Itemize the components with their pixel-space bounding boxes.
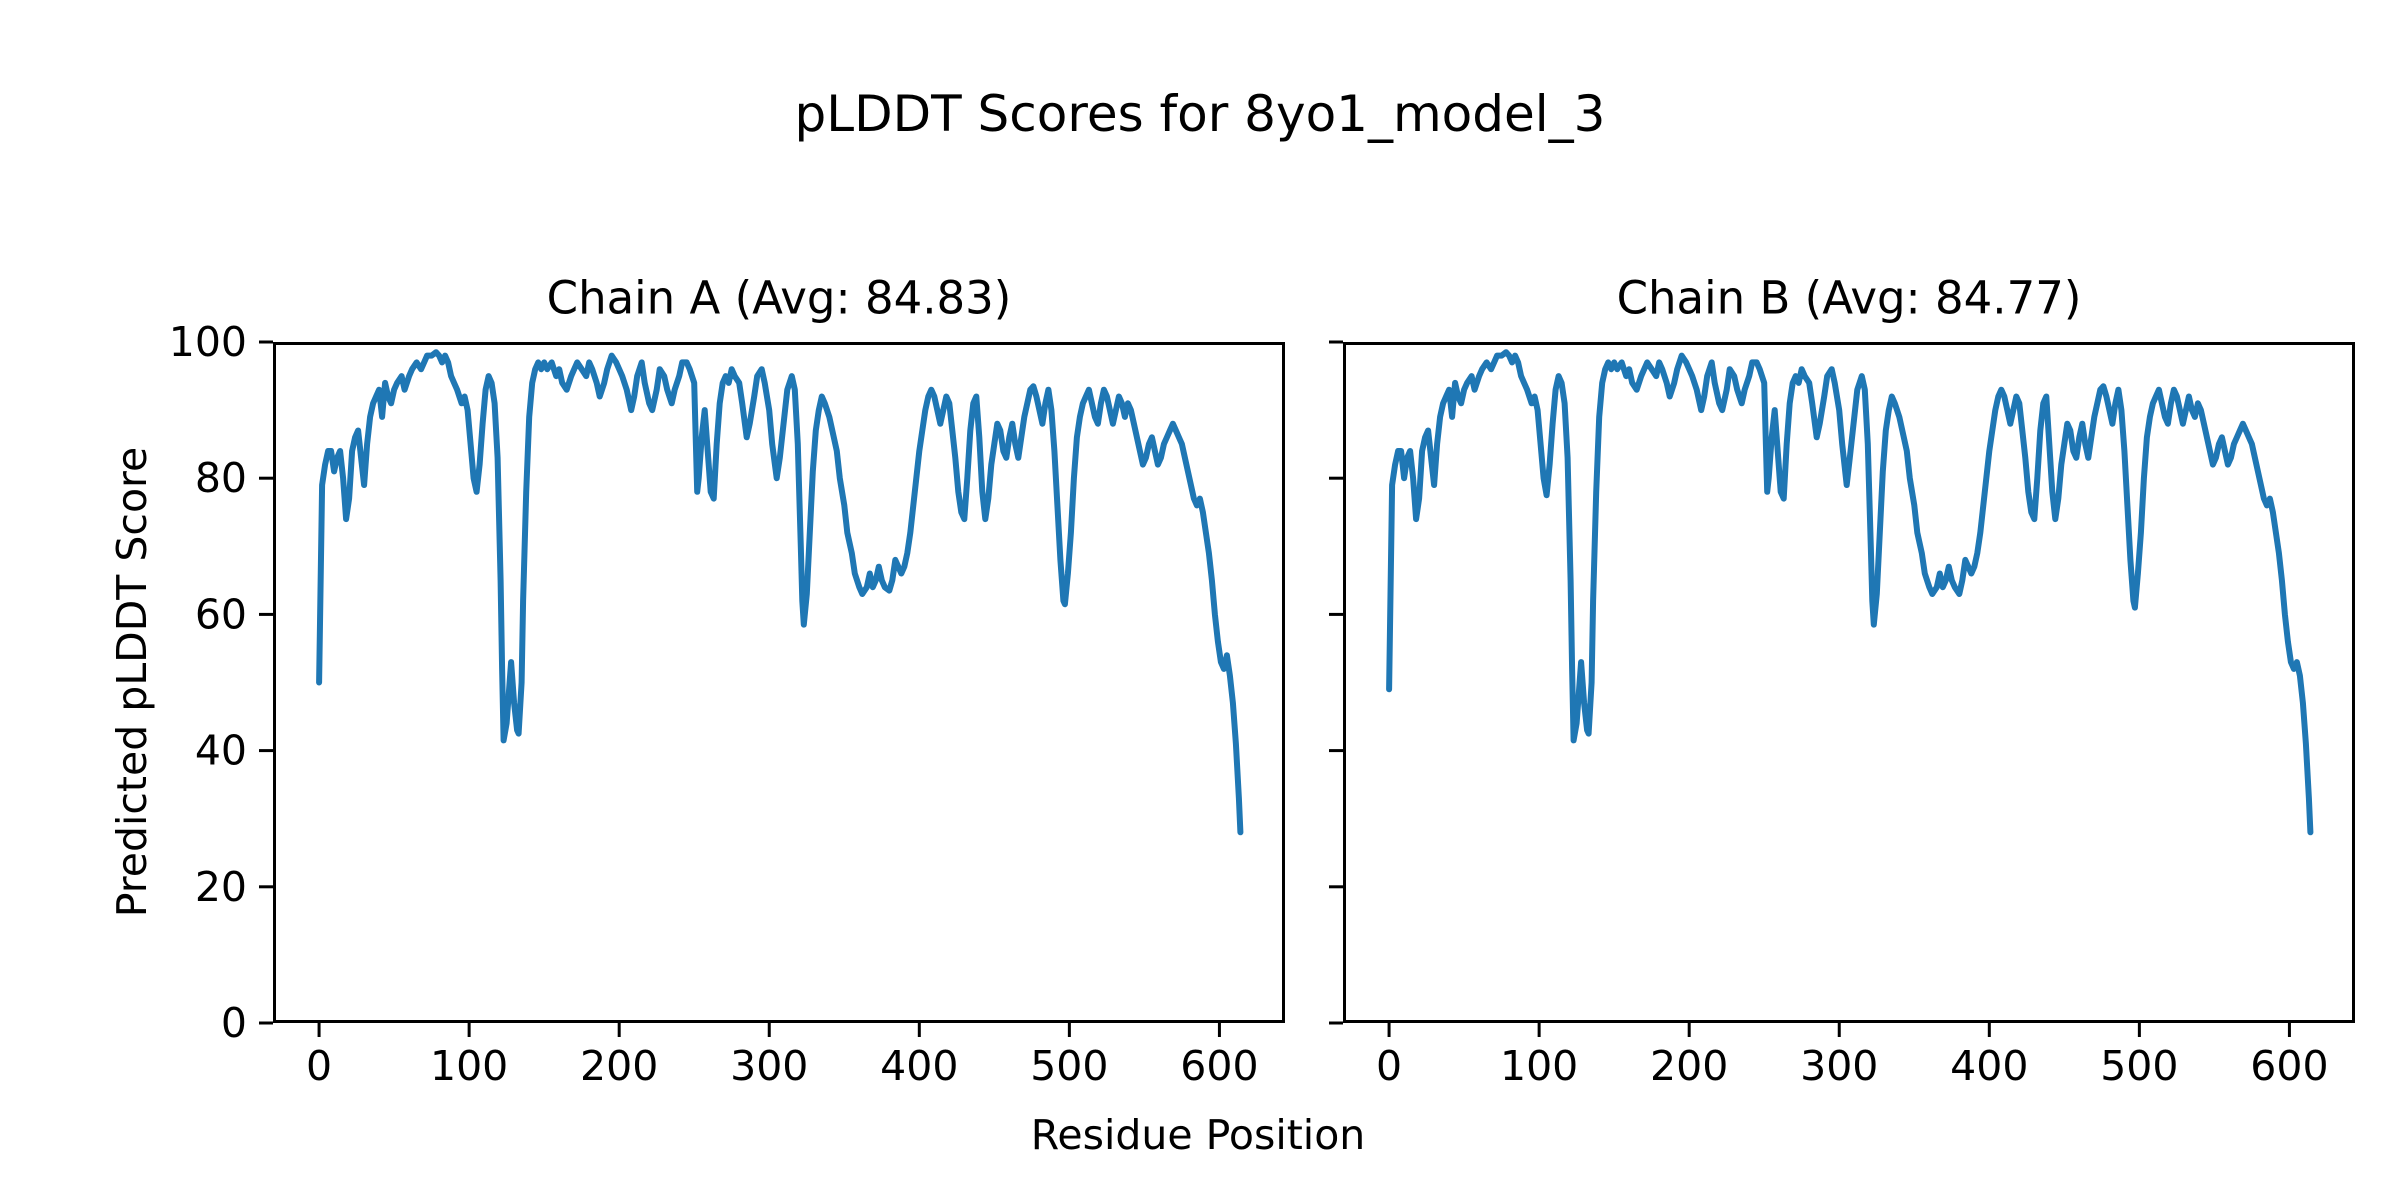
axes-spines (273, 342, 1285, 1023)
chain-a-title: Chain A (Avg: 84.83) (546, 271, 1012, 325)
y-tick-label: 0 (221, 999, 247, 1047)
y-tick-label: 40 (195, 727, 247, 775)
axes-spines (1343, 342, 2355, 1023)
y-tick-label: 20 (195, 863, 247, 911)
x-tick-label: 400 (1950, 1042, 2028, 1090)
x-tick-label: 100 (1500, 1042, 1578, 1090)
y-tick-label: 80 (195, 454, 247, 502)
x-tick-label: 300 (730, 1042, 808, 1090)
x-tick-label: 0 (306, 1042, 332, 1090)
x-tick-label: 500 (1030, 1042, 1108, 1090)
figure-title: pLDDT Scores for 8yo1_model_3 (794, 85, 1606, 143)
chain-a-axes: 0 100 200 300 400 500 600 0 20 40 60 80 100 (169, 318, 1285, 1090)
x-tick-label: 300 (1800, 1042, 1878, 1090)
x-tick-label: 200 (1650, 1042, 1728, 1090)
x-tick-label: 0 (1376, 1042, 1402, 1090)
y-tick-label: 100 (169, 318, 247, 366)
x-tick-label: 400 (880, 1042, 958, 1090)
plddt-line-chain-A (316, 349, 1244, 836)
y-tick-label: 60 (195, 590, 247, 638)
plddt-line-chain-B (1386, 349, 2314, 836)
x-tick-label: 600 (2250, 1042, 2328, 1090)
x-tick-label: 500 (2100, 1042, 2178, 1090)
x-tick-label: 200 (580, 1042, 658, 1090)
x-axis-label: Residue Position (1030, 1111, 1366, 1159)
x-tick-label: 600 (1180, 1042, 1258, 1090)
x-tick-label: 100 (430, 1042, 508, 1090)
y-axis-label: Predicted pLDDT Score (108, 446, 156, 918)
chain-b-axes: 0 100 200 300 400 500 600 (1329, 340, 2355, 1090)
chain-b-title: Chain B (Avg: 84.77) (1616, 271, 2082, 325)
